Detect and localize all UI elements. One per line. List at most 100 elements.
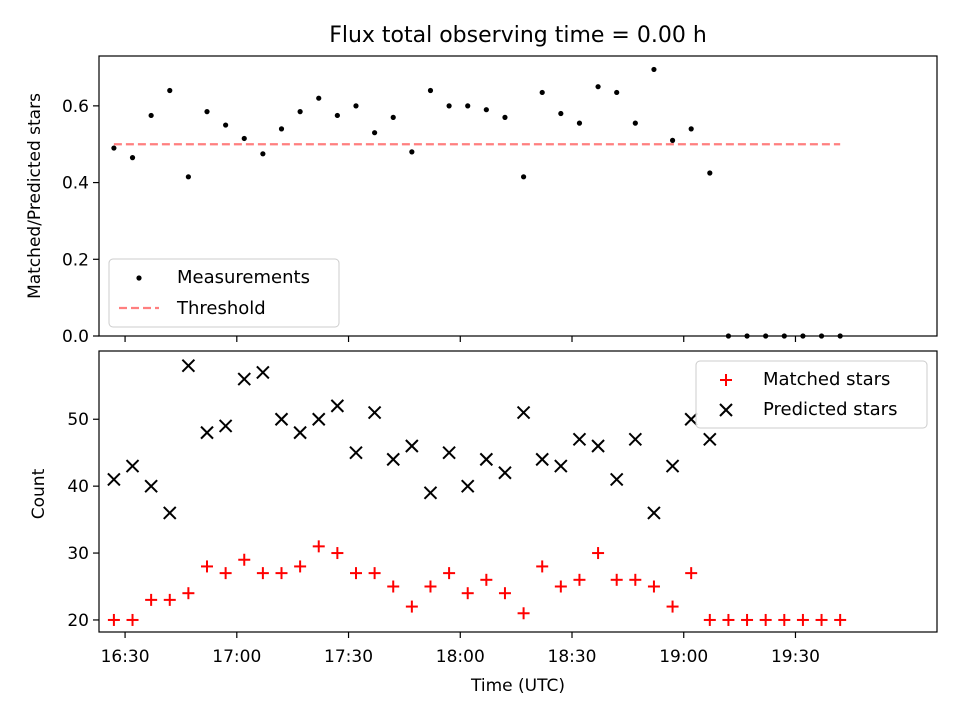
measurement-point xyxy=(707,170,713,176)
matched-star-point xyxy=(554,580,567,593)
matched-star-point xyxy=(219,567,232,580)
predicted-star-point xyxy=(442,445,456,460)
bottom-x-tick-label: 16:30 xyxy=(101,647,150,667)
predicted-star-point xyxy=(609,472,624,487)
predicted-star-point xyxy=(237,372,251,386)
measurement-point xyxy=(669,137,676,143)
predicted-star-point xyxy=(554,459,568,473)
top-y-tick-label: 0.4 xyxy=(62,174,89,194)
bottom-legend: Matched stars Predicted stars xyxy=(695,360,928,429)
predicted-star-point xyxy=(591,439,605,453)
bottom-x-tick-label: 18:30 xyxy=(548,647,597,667)
measurement-point xyxy=(372,130,378,136)
matched-star-point xyxy=(256,567,269,580)
predicted-star-point xyxy=(312,412,326,426)
matched-star-point xyxy=(238,553,251,566)
predicted-star-point xyxy=(684,412,698,426)
matched-star-point xyxy=(834,613,847,626)
legend-matched-marker xyxy=(720,374,732,386)
measurement-point xyxy=(576,120,583,126)
measurement-point xyxy=(204,109,210,115)
bottom-x-tick-label: 17:30 xyxy=(324,647,373,667)
bottom-plot-marks xyxy=(107,359,847,626)
predicted-star-point xyxy=(293,425,307,440)
measurement-point xyxy=(483,107,489,113)
predicted-star-point xyxy=(703,432,717,447)
bottom-legend-box xyxy=(695,360,928,429)
matched-star-point xyxy=(815,613,828,626)
predicted-star-point xyxy=(107,472,121,487)
predicted-star-point xyxy=(665,459,680,473)
predicted-star-point xyxy=(256,365,270,380)
bottom-y-axis-label: Count xyxy=(29,468,49,519)
matched-star-point xyxy=(387,580,400,593)
bottom-x-axis-label: Time (UTC) xyxy=(470,676,565,696)
measurement-point xyxy=(111,145,117,151)
measurement-point xyxy=(595,84,601,90)
matched-star-point xyxy=(592,547,605,560)
top-plot-marks xyxy=(111,66,843,339)
predicted-star-point xyxy=(479,452,494,467)
measurement-point xyxy=(316,95,322,101)
measurement-point xyxy=(129,155,136,161)
measurement-point xyxy=(446,103,452,109)
predicted-star-point xyxy=(628,432,643,447)
matched-star-point xyxy=(573,573,586,586)
predicted-star-point xyxy=(535,452,549,467)
measurement-point xyxy=(520,174,527,180)
bottom-x-tick-label: 17:00 xyxy=(212,647,261,667)
matched-star-point xyxy=(536,560,549,573)
bottom-y-tick-label: 50 xyxy=(67,410,89,430)
bottom-y-tick-label: 30 xyxy=(67,544,89,564)
predicted-star-point xyxy=(218,419,233,433)
matched-star-point xyxy=(107,613,120,626)
measurement-point xyxy=(297,109,303,115)
predicted-star-point xyxy=(516,405,531,420)
matched-star-point xyxy=(759,613,772,626)
matched-star-point xyxy=(424,580,437,593)
measurement-point xyxy=(185,174,191,180)
top-axis-ticks: 0.0 0.2 0.4 0.6 xyxy=(62,97,797,347)
matched-star-point xyxy=(275,567,288,580)
matched-star-point xyxy=(163,593,176,606)
top-y-tick-label: 0.0 xyxy=(62,327,89,347)
top-legend: Measurements Threshold xyxy=(108,258,340,328)
measurement-point xyxy=(148,112,154,119)
top-plot-frame xyxy=(98,55,938,337)
bottom-axis-ticks: 20 30 40 50 16:30 17:00 17:30 18:00 18:30 19:00 19… xyxy=(67,410,820,667)
predicted-star-point xyxy=(274,412,289,426)
matched-star-point xyxy=(349,567,362,580)
bottom-x-tick-label: 18:00 xyxy=(436,647,485,667)
measurement-point xyxy=(465,103,471,109)
measurement-point xyxy=(651,66,657,73)
top-y-tick-label: 0.2 xyxy=(62,250,89,270)
matched-star-point xyxy=(368,567,381,580)
predicted-star-point xyxy=(181,359,196,373)
measurement-point xyxy=(688,126,694,132)
legend-predicted-label: Predicted stars xyxy=(763,399,897,420)
matched-star-point xyxy=(126,613,139,626)
matched-star-point xyxy=(145,593,158,606)
matched-star-point xyxy=(405,600,418,613)
matched-star-point xyxy=(610,573,623,586)
predicted-star-point xyxy=(572,432,587,447)
matched-star-point xyxy=(703,613,716,626)
matched-star-point xyxy=(312,540,325,553)
predicted-star-point xyxy=(367,405,382,420)
matched-star-point xyxy=(517,607,530,620)
matched-star-point xyxy=(498,587,511,600)
legend-matched-label: Matched stars xyxy=(763,369,890,390)
matched-star-point xyxy=(629,573,642,586)
matched-star-point xyxy=(741,613,754,626)
matched-star-point xyxy=(685,567,698,580)
measurement-point xyxy=(241,135,247,142)
bottom-y-tick-label: 20 xyxy=(67,611,89,631)
predicted-star-point xyxy=(498,466,512,480)
measurement-point xyxy=(558,110,564,117)
predicted-star-point xyxy=(330,399,345,413)
measurement-point xyxy=(278,126,285,132)
measurement-point xyxy=(223,122,229,128)
matched-star-point xyxy=(294,560,307,573)
